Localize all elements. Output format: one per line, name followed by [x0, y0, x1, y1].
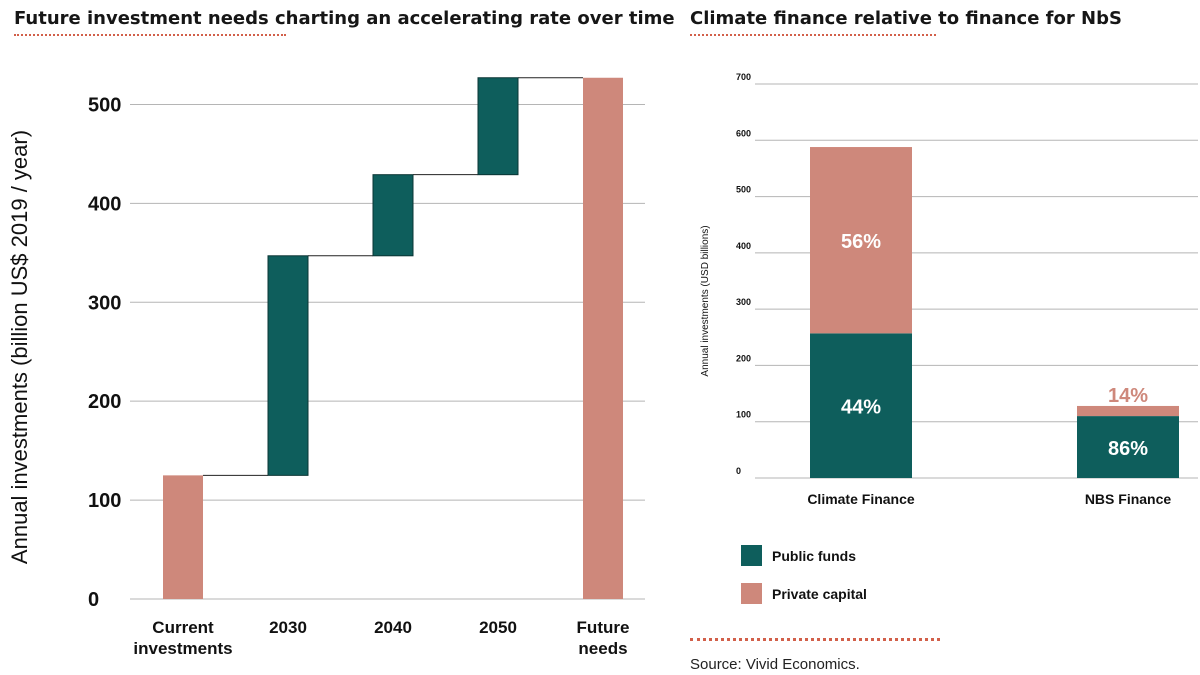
- waterfall-total-bar: [583, 77, 623, 600]
- right-y-tick-label: 600: [736, 128, 751, 138]
- right-chart-title: Climate finance relative to finance for …: [690, 8, 1122, 29]
- waterfall-increment-bar: [477, 77, 519, 176]
- source-note: Source: Vivid Economics.: [690, 656, 860, 673]
- waterfall-increment-bar: [372, 174, 414, 257]
- source-separator: [690, 638, 940, 641]
- left-title-underline: [14, 34, 286, 36]
- legend-label: Public funds: [772, 548, 856, 564]
- left-y-tick-label: 300: [88, 292, 121, 314]
- waterfall-total-bar: [163, 475, 203, 599]
- left-y-tick-label: 0: [88, 589, 99, 611]
- waterfall-increment-bar: [267, 255, 309, 476]
- legend-label: Private capital: [772, 586, 867, 602]
- right-x-tick-label: NBS Finance: [1085, 491, 1172, 507]
- public-funds-segment: [810, 333, 912, 478]
- segment-percentage-label: 14%: [1108, 385, 1148, 407]
- left-x-tick-label: Future: [577, 618, 630, 637]
- left-y-tick-label: 500: [88, 94, 121, 116]
- left-y-tick-label: 400: [88, 193, 121, 215]
- left-x-tick-label: Current: [152, 618, 214, 637]
- public-funds-segment: [1077, 416, 1179, 478]
- private-capital-segment: [1077, 405, 1179, 417]
- right-y-tick-label: 700: [736, 72, 751, 82]
- right-y-tick-label: 200: [736, 353, 751, 363]
- waterfall-chart: 0 100 200 300 400 500 Annual investments (bill…: [7, 77, 645, 658]
- right-y-axis-label: Annual investments (USD billions): [700, 225, 711, 376]
- left-x-tick-label: 2040: [374, 618, 412, 637]
- right-title-underline: [690, 34, 936, 36]
- segment-percentage-label: 44%: [841, 397, 881, 419]
- private-capital-segment: [810, 147, 912, 334]
- right-x-tick-label: Climate Finance: [807, 491, 915, 507]
- right-y-tick-label: 0: [736, 466, 741, 476]
- segment-percentage-label: 56%: [841, 231, 881, 253]
- legend-swatch: [741, 545, 762, 566]
- left-x-tick-label: 2050: [479, 618, 517, 637]
- right-y-tick-label: 300: [736, 297, 751, 307]
- left-x-tick-label: needs: [578, 639, 627, 658]
- segment-percentage-label: 86%: [1108, 438, 1148, 460]
- left-y-tick-label: 100: [88, 490, 121, 512]
- left-y-tick-label: 200: [88, 391, 121, 413]
- right-y-tick-label: 500: [736, 185, 751, 195]
- left-chart-title: Future investment needs charting an acce…: [14, 8, 675, 29]
- left-y-axis-label: Annual investments (billion US$ 2019 / y…: [7, 130, 32, 564]
- left-x-tick-label: investments: [133, 639, 232, 658]
- right-y-tick-label: 400: [736, 241, 751, 251]
- right-y-tick-label: 100: [736, 410, 751, 420]
- left-x-tick-label: 2030: [269, 618, 307, 637]
- legend-swatch: [741, 583, 762, 604]
